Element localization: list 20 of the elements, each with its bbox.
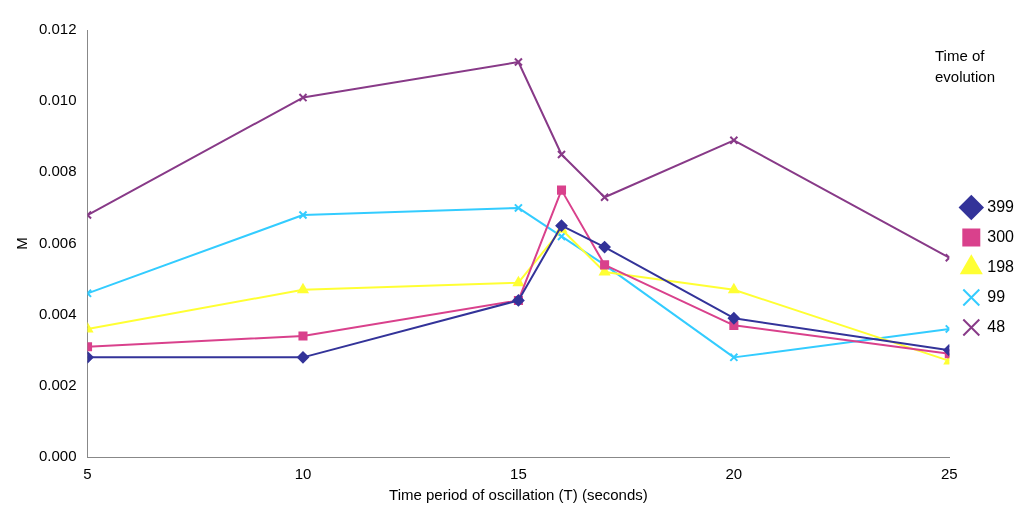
x-tick-label: 20 bbox=[725, 465, 743, 483]
x-tick-label: 15 bbox=[510, 465, 527, 483]
y-tick-label: 0.004 bbox=[38, 304, 77, 322]
y-tick-label: 0.008 bbox=[38, 162, 77, 180]
legend-label: 300 bbox=[987, 227, 1015, 245]
legend-label: 399 bbox=[987, 197, 1015, 215]
x-tick-label: 10 bbox=[294, 465, 312, 483]
x-tick-label: 25 bbox=[940, 465, 958, 483]
y-tick-label: 0.010 bbox=[38, 91, 77, 109]
y-tick-label: 0.006 bbox=[38, 233, 77, 251]
y-tick-label: 0.002 bbox=[38, 375, 77, 393]
x-tick-label: 5 bbox=[83, 465, 92, 483]
y-tick-label: 0.012 bbox=[38, 20, 77, 38]
legend-label: 48 bbox=[987, 317, 1006, 335]
y-axis-title: M bbox=[13, 237, 31, 250]
x-axis-title: Time period of oscillation (T) (seconds) bbox=[389, 486, 648, 504]
legend-title: Time of evolution bbox=[935, 46, 997, 87]
legend-label: 99 bbox=[987, 287, 1006, 305]
y-tick-label: 0.000 bbox=[38, 447, 77, 465]
legend-label: 198 bbox=[987, 257, 1015, 275]
